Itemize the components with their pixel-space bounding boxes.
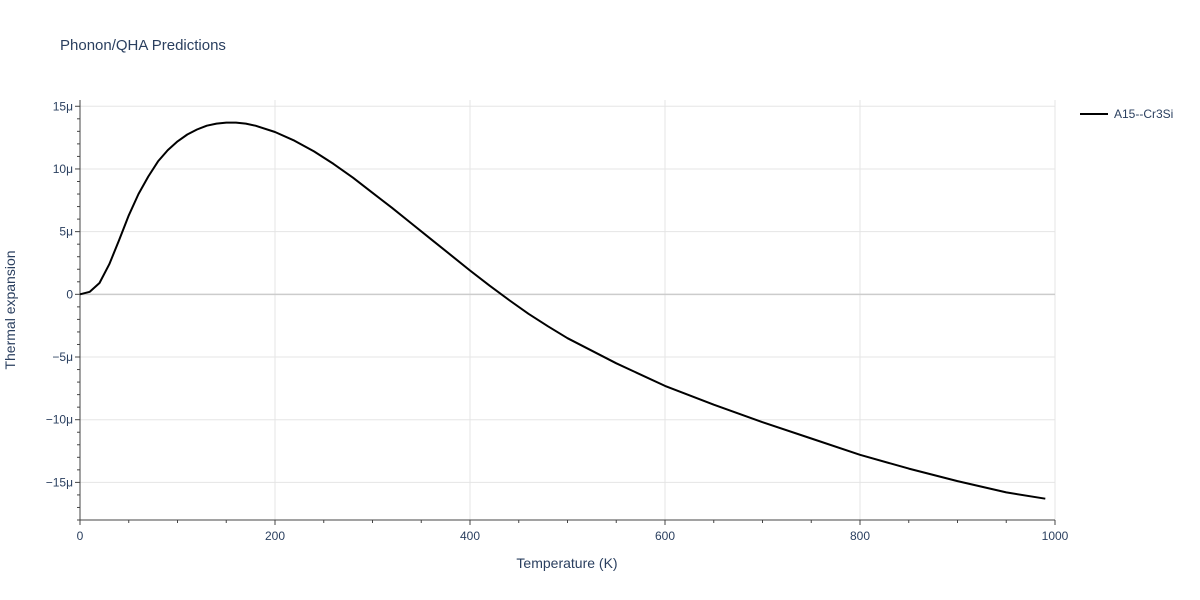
y-tick-label: 10μ bbox=[53, 162, 73, 176]
tick-labels: 0 200 400 600 800 1000 15μ 10μ 5μ 0 −5μ −10μ −15μ bbox=[46, 99, 1069, 543]
x-tick-label: 200 bbox=[265, 529, 285, 543]
y-tick-label: −10μ bbox=[46, 413, 73, 427]
y-tick-label: −15μ bbox=[46, 475, 73, 489]
legend-entry-label: A15--Cr3Si bbox=[1114, 107, 1173, 121]
x-tick-label: 400 bbox=[460, 529, 480, 543]
series-line bbox=[79, 121, 1046, 500]
y-tick-label: 5μ bbox=[59, 225, 73, 239]
y-axis-label: Thermal expansion bbox=[2, 250, 18, 369]
y-tick-label: −5μ bbox=[52, 350, 73, 364]
y-tick-label: 15μ bbox=[53, 99, 73, 113]
x-tick-label: 1000 bbox=[1042, 529, 1069, 543]
x-tick-label: 600 bbox=[655, 529, 675, 543]
series-layer bbox=[79, 121, 1046, 500]
minor-ticks bbox=[75, 105, 1056, 525]
grid-lines bbox=[79, 100, 1056, 521]
chart-title: Phonon/QHA Predictions bbox=[60, 37, 226, 54]
y-tick-label: 0 bbox=[66, 287, 73, 301]
x-tick-label: 0 bbox=[77, 529, 84, 543]
x-axis-label: Temperature (K) bbox=[516, 555, 617, 571]
legend[interactable]: A15--Cr3Si bbox=[1080, 107, 1173, 121]
x-tick-label: 800 bbox=[850, 529, 870, 543]
